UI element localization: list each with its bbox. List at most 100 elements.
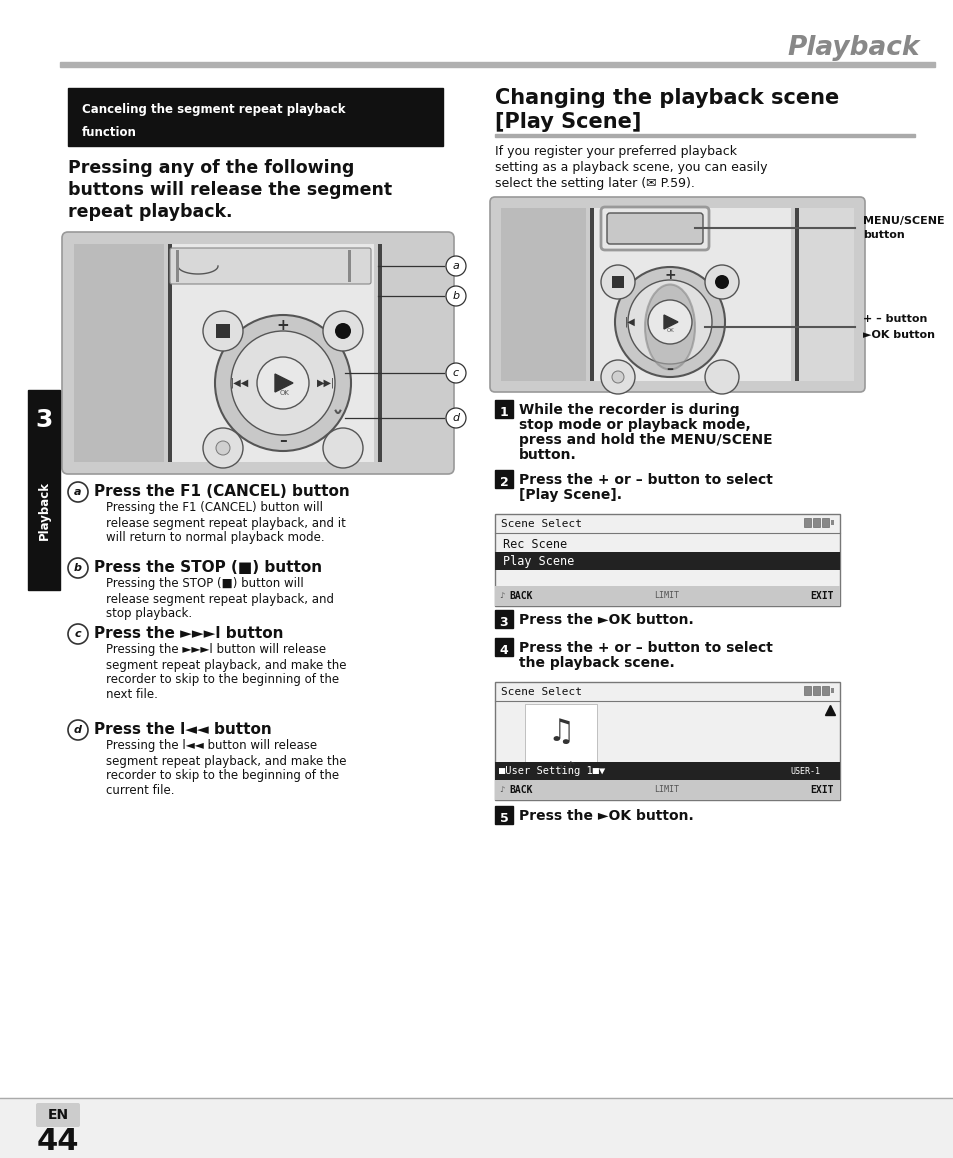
Bar: [377, 244, 381, 462]
Text: ▶▶|: ▶▶|: [316, 378, 335, 388]
Circle shape: [68, 720, 88, 740]
Text: Scene Select: Scene Select: [500, 519, 581, 529]
Text: LIMIT: LIMIT: [654, 592, 679, 601]
Circle shape: [627, 280, 711, 364]
Bar: [803, 686, 810, 695]
Polygon shape: [274, 374, 293, 393]
Text: –: –: [279, 432, 287, 447]
Text: [Play Scene]: [Play Scene]: [495, 112, 640, 132]
Circle shape: [600, 360, 635, 394]
Text: Press the ►OK button.: Press the ►OK button.: [518, 809, 693, 823]
Text: LIMIT: LIMIT: [654, 785, 679, 794]
Text: Rec Scene: Rec Scene: [502, 537, 566, 550]
Bar: [168, 244, 172, 462]
Text: 1: 1: [499, 405, 508, 418]
Bar: [495, 586, 840, 606]
Text: Pressing the F1 (CANCEL) button will: Pressing the F1 (CANCEL) button will: [106, 501, 323, 514]
Text: will return to normal playback mode.: will return to normal playback mode.: [106, 532, 324, 544]
Text: Press the + or – button to select: Press the + or – button to select: [518, 472, 772, 488]
Text: While the recorder is during: While the recorder is during: [518, 403, 739, 417]
Circle shape: [446, 362, 465, 383]
Text: function: function: [82, 125, 136, 139]
Text: 44: 44: [37, 1128, 79, 1157]
Text: ♪: ♪: [498, 785, 504, 794]
Text: 1: 1: [557, 765, 564, 775]
Bar: [60, 63, 934, 67]
FancyBboxPatch shape: [490, 197, 864, 393]
Circle shape: [647, 300, 691, 344]
Circle shape: [323, 428, 363, 468]
Circle shape: [446, 408, 465, 428]
Text: stop mode or playback mode,: stop mode or playback mode,: [518, 418, 750, 432]
Circle shape: [335, 323, 351, 339]
Text: OK: OK: [666, 329, 674, 334]
Text: Press the F1 (CANCEL) button: Press the F1 (CANCEL) button: [94, 484, 350, 499]
Circle shape: [323, 312, 363, 351]
Text: ♪: ♪: [565, 761, 576, 776]
Bar: [821, 686, 828, 695]
Text: EXIT: EXIT: [810, 591, 833, 601]
Text: + – button: + – button: [862, 314, 926, 324]
Text: 4: 4: [499, 644, 508, 657]
Bar: [495, 552, 840, 570]
Bar: [0, 1098, 953, 1158]
Bar: [830, 688, 833, 692]
Text: 2: 2: [499, 476, 508, 489]
Text: 3: 3: [499, 616, 508, 629]
Bar: [495, 514, 840, 606]
Bar: [495, 610, 513, 628]
Circle shape: [714, 274, 728, 290]
Text: a: a: [452, 261, 459, 271]
Circle shape: [704, 265, 739, 299]
Text: release segment repeat playback, and it: release segment repeat playback, and it: [106, 516, 346, 529]
Bar: [594, 208, 790, 381]
Text: Pressing the ►►►l button will release: Pressing the ►►►l button will release: [106, 644, 326, 657]
Text: Playback: Playback: [37, 481, 51, 540]
Bar: [495, 682, 840, 800]
Text: press and hold the MENU/SCENE: press and hold the MENU/SCENE: [518, 433, 772, 447]
Text: next file.: next file.: [106, 689, 157, 702]
Circle shape: [68, 558, 88, 578]
Circle shape: [203, 428, 243, 468]
Text: Playback: Playback: [787, 35, 919, 61]
Text: Press the ►►►l button: Press the ►►►l button: [94, 626, 283, 642]
Text: b: b: [74, 563, 82, 573]
Text: –: –: [666, 362, 673, 376]
Text: ■User Setting 1■▼: ■User Setting 1■▼: [498, 765, 604, 776]
Bar: [495, 638, 513, 655]
Text: If you register your preferred playback: If you register your preferred playback: [495, 146, 737, 159]
Text: BACK: BACK: [509, 785, 532, 796]
Text: USER-1: USER-1: [789, 767, 820, 776]
Text: button.: button.: [518, 448, 577, 462]
Bar: [524, 704, 597, 776]
Text: MENU/SCENE: MENU/SCENE: [862, 217, 943, 226]
Ellipse shape: [644, 285, 695, 369]
Bar: [175, 250, 179, 283]
Text: Pressing the STOP (■) button will: Pressing the STOP (■) button will: [106, 578, 303, 591]
Text: +: +: [663, 267, 675, 283]
Circle shape: [446, 256, 465, 276]
Circle shape: [231, 331, 335, 435]
FancyBboxPatch shape: [62, 232, 454, 474]
Text: segment repeat playback, and make the: segment repeat playback, and make the: [106, 659, 346, 672]
Text: BACK: BACK: [509, 591, 532, 601]
Text: Pressing any of the following: Pressing any of the following: [68, 159, 354, 177]
Polygon shape: [663, 315, 678, 329]
Text: d: d: [452, 413, 459, 423]
Text: a: a: [74, 488, 82, 497]
Text: c: c: [74, 629, 81, 639]
Text: EXIT: EXIT: [810, 785, 833, 796]
Text: current file.: current file.: [106, 784, 174, 798]
Bar: [68, 88, 442, 146]
Bar: [589, 208, 594, 381]
Circle shape: [214, 315, 351, 450]
Text: ♫: ♫: [547, 718, 574, 747]
Text: |◀: |◀: [624, 317, 635, 328]
Circle shape: [446, 286, 465, 306]
Circle shape: [600, 265, 635, 299]
Text: select the setting later (✉ P.59).: select the setting later (✉ P.59).: [495, 177, 694, 191]
Bar: [495, 470, 513, 488]
Text: Play Scene: Play Scene: [502, 555, 574, 567]
Text: repeat playback.: repeat playback.: [68, 203, 233, 221]
Bar: [495, 780, 840, 800]
